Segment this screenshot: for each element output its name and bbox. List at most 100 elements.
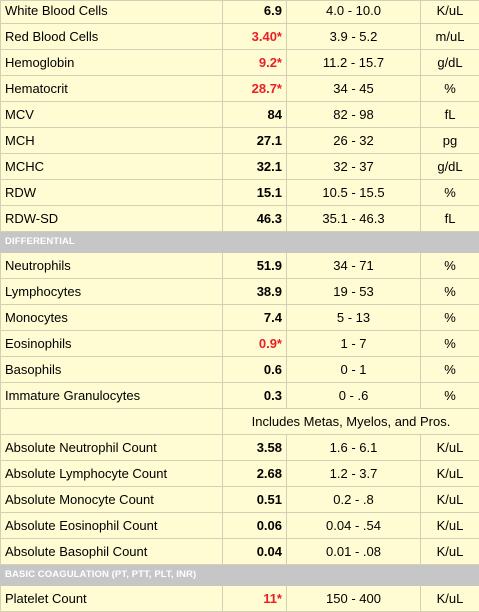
result-value: 0.51 (223, 487, 287, 513)
section-title: BASIC COAGULATION (PT, PTT, PLT, INR) (1, 565, 479, 586)
unit: K/uL (421, 539, 479, 565)
test-name: Absolute Monocyte Count (1, 487, 223, 513)
test-name: Hematocrit (1, 76, 223, 102)
unit: % (421, 331, 479, 357)
test-name: Absolute Eosinophil Count (1, 513, 223, 539)
result-value: 0.6 (223, 357, 287, 383)
result-value: 27.1 (223, 128, 287, 154)
unit: pg (421, 128, 479, 154)
test-name: Absolute Neutrophil Count (1, 435, 223, 461)
result-value: 46.3 (223, 206, 287, 232)
reference-range: 1 - 7 (287, 331, 421, 357)
reference-range: 4.0 - 10.0 (287, 1, 421, 24)
test-name: Immature Granulocytes (1, 383, 223, 409)
result-value: 28.7* (223, 76, 287, 102)
section-header: BASIC COAGULATION (PT, PTT, PLT, INR) (1, 565, 479, 586)
test-name: Red Blood Cells (1, 24, 223, 50)
test-name: Eosinophils (1, 331, 223, 357)
test-name: RDW (1, 180, 223, 206)
result-value: 84 (223, 102, 287, 128)
reference-range: 1.2 - 3.7 (287, 461, 421, 487)
unit: m/uL (421, 24, 479, 50)
unit: % (421, 76, 479, 102)
reference-range: 32 - 37 (287, 154, 421, 180)
section-header: DIFFERENTIAL (1, 232, 479, 253)
test-name: RDW-SD (1, 206, 223, 232)
unit: % (421, 357, 479, 383)
result-value: 15.1 (223, 180, 287, 206)
section-title: DIFFERENTIAL (1, 232, 479, 253)
test-name: Absolute Basophil Count (1, 539, 223, 565)
unit: fL (421, 206, 479, 232)
test-name: Monocytes (1, 305, 223, 331)
test-name: Neutrophils (1, 253, 223, 279)
reference-range: 5 - 13 (287, 305, 421, 331)
unit: g/dL (421, 50, 479, 76)
result-value: 3.40* (223, 24, 287, 50)
note-row: Includes Metas, Myelos, and Pros. (1, 409, 479, 435)
unit: % (421, 180, 479, 206)
result-value: 0.06 (223, 513, 287, 539)
reference-range: 1.6 - 6.1 (287, 435, 421, 461)
test-name: Hemoglobin (1, 50, 223, 76)
test-name: MCHC (1, 154, 223, 180)
result-value: 0.04 (223, 539, 287, 565)
unit: fL (421, 102, 479, 128)
result-value: 38.9 (223, 279, 287, 305)
reference-range: 19 - 53 (287, 279, 421, 305)
reference-range: 82 - 98 (287, 102, 421, 128)
reference-range: 0 - .6 (287, 383, 421, 409)
note-spacer (1, 409, 223, 435)
test-name: Basophils (1, 357, 223, 383)
reference-range: 0 - 1 (287, 357, 421, 383)
reference-range: 0.04 - .54 (287, 513, 421, 539)
test-name: MCV (1, 102, 223, 128)
test-name: White Blood Cells (1, 1, 223, 24)
unit: % (421, 253, 479, 279)
unit: K/uL (421, 513, 479, 539)
reference-range: 0.2 - .8 (287, 487, 421, 513)
reference-range: 35.1 - 46.3 (287, 206, 421, 232)
reference-range: 0.01 - .08 (287, 539, 421, 565)
reference-range: 34 - 71 (287, 253, 421, 279)
result-value: 32.1 (223, 154, 287, 180)
test-name: MCH (1, 128, 223, 154)
unit: g/dL (421, 154, 479, 180)
reference-range: 3.9 - 5.2 (287, 24, 421, 50)
result-value: 2.68 (223, 461, 287, 487)
unit: K/uL (421, 1, 479, 24)
result-value: 0.3 (223, 383, 287, 409)
unit: K/uL (421, 461, 479, 487)
result-value: 6.9 (223, 1, 287, 24)
test-name: Absolute Lymphocyte Count (1, 461, 223, 487)
result-value: 51.9 (223, 253, 287, 279)
unit: % (421, 279, 479, 305)
result-note: Includes Metas, Myelos, and Pros. (223, 409, 479, 435)
result-value: 0.9* (223, 331, 287, 357)
result-value: 3.58 (223, 435, 287, 461)
reference-range: 10.5 - 15.5 (287, 180, 421, 206)
result-value: 9.2* (223, 50, 287, 76)
